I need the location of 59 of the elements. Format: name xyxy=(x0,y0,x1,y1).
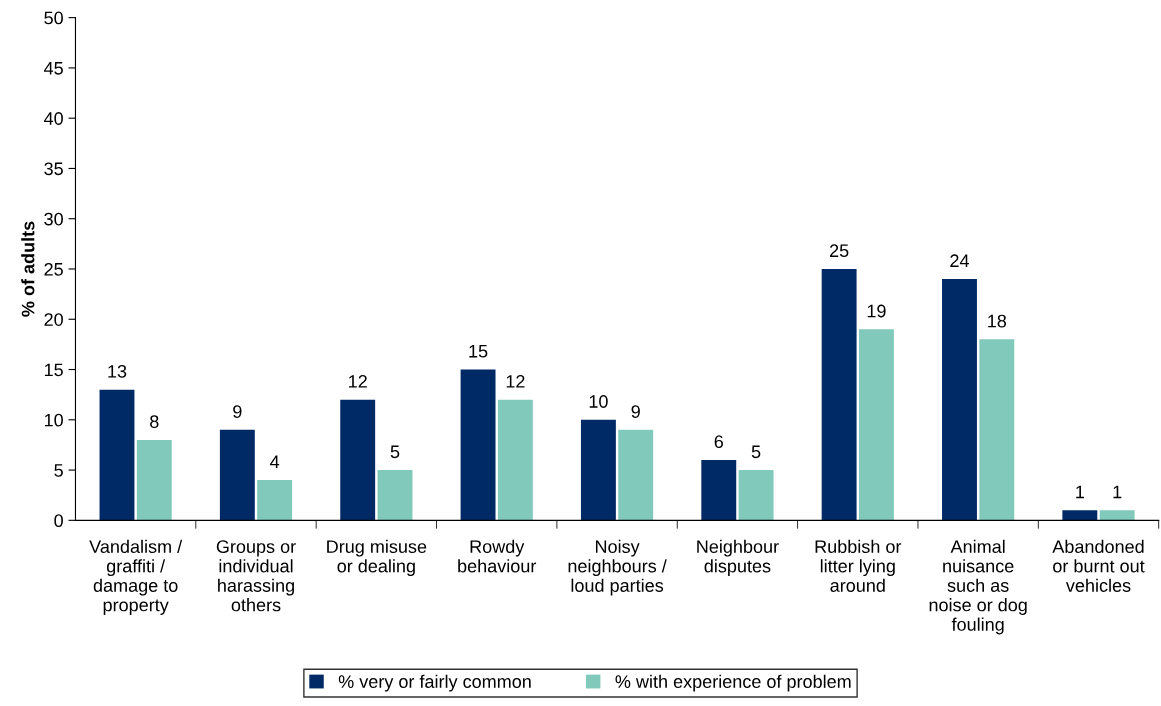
y-tick-label: 15 xyxy=(44,363,63,377)
data-label: 12 xyxy=(349,374,367,388)
bar xyxy=(738,470,774,521)
bar xyxy=(979,339,1015,521)
bar xyxy=(1062,510,1098,521)
bar xyxy=(858,329,894,521)
data-label: 9 xyxy=(233,405,242,418)
bar xyxy=(497,399,533,521)
data-label: 1 xyxy=(1113,485,1122,499)
data-label: 8 xyxy=(150,415,159,428)
y-tick-label: 0 xyxy=(54,514,63,528)
data-label: 12 xyxy=(506,374,525,388)
y-tick-label: 45 xyxy=(43,62,63,75)
x-tick-label: Rowdy behaviour xyxy=(458,539,537,573)
y-tick-label: 5 xyxy=(54,464,63,477)
bar xyxy=(460,369,496,521)
data-label: 18 xyxy=(988,314,1007,328)
y-tick-label: 30 xyxy=(44,212,63,226)
data-label: 24 xyxy=(950,254,969,267)
legend-label: % with experience of problem xyxy=(615,674,851,692)
y-tick-label: 25 xyxy=(44,262,63,276)
bar xyxy=(219,429,255,521)
bar xyxy=(701,460,737,521)
y-tick-label: 50 xyxy=(44,11,63,25)
x-tick-label: Rubbish or litter lying around xyxy=(815,539,902,592)
bar xyxy=(377,470,413,521)
bar xyxy=(580,419,616,521)
y-tick-label: 40 xyxy=(43,112,63,125)
data-label: 1 xyxy=(1076,485,1084,499)
x-tick-label: Animal nuisance such as noise or dog fouling xyxy=(929,539,1027,635)
data-label: 5 xyxy=(390,445,400,459)
data-label: 6 xyxy=(714,435,723,449)
bar xyxy=(618,429,654,521)
x-tick-label: Groups or individual harassing others xyxy=(216,540,296,612)
x-tick-label: Vandalism / graffiti / damage to property xyxy=(89,539,183,615)
bar xyxy=(136,439,172,521)
bar xyxy=(821,268,857,521)
data-label: 9 xyxy=(631,405,640,418)
data-label: 13 xyxy=(108,364,127,378)
data-label: 25 xyxy=(830,244,849,258)
bar xyxy=(340,399,376,521)
data-label: 15 xyxy=(469,345,488,358)
x-tick-label: Abandoned or burnt out vehicles xyxy=(1052,539,1145,592)
bar xyxy=(1099,510,1135,521)
bar xyxy=(942,279,977,521)
y-tick-label: 20 xyxy=(44,313,63,326)
legend-label: % very or fairly common xyxy=(338,674,531,692)
x-tick-label: Neighbour disputes xyxy=(697,539,779,577)
y-tick-label: 35 xyxy=(44,162,63,176)
bar xyxy=(257,480,293,521)
bar xyxy=(99,389,135,521)
data-label: 10 xyxy=(589,395,608,408)
data-label: 4 xyxy=(270,455,280,469)
y-axis-title: % of adults xyxy=(21,221,35,317)
x-tick-label: Noisy neighbours / loud parties xyxy=(568,539,667,596)
x-tick-label: Drug misuse or dealing xyxy=(327,539,427,577)
data-label: 5 xyxy=(751,445,761,459)
data-label: 19 xyxy=(867,304,886,318)
y-tick-label: 10 xyxy=(44,413,63,427)
